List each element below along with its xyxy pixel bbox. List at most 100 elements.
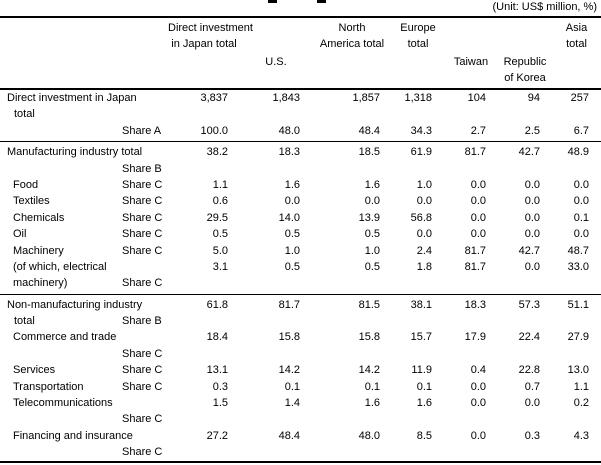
value-cell: 33.0: [567, 260, 589, 273]
value-cell: 38.1: [410, 298, 432, 311]
value-cell: 1.6: [364, 397, 380, 410]
section-divider: [0, 293, 601, 295]
value-cell: 0.0: [573, 228, 589, 241]
share-label: Share C: [122, 347, 163, 360]
row-label: Oil: [13, 228, 27, 241]
value-cell: 2.5: [524, 124, 540, 137]
value-cell: 81.7: [464, 146, 486, 159]
value-cell: 0.0: [573, 195, 589, 208]
value-cell: 29.5: [206, 211, 228, 224]
value-cell: 0.0: [470, 228, 486, 241]
value-cell: 0.0: [524, 260, 540, 273]
value-cell: 8.5: [416, 429, 432, 442]
table-row: Oil Share C 0.5 0.5 0.5 0.0 0.0 0.0 0.0: [0, 226, 601, 242]
value-cell: 94: [527, 92, 540, 104]
row-label: Commerce and trade: [13, 331, 117, 344]
value-cell: 0.7: [524, 380, 540, 393]
value-cell: 0.5: [364, 260, 380, 273]
value-cell: 100.0: [200, 124, 228, 137]
share-label: Share C: [122, 364, 163, 377]
row-label: total: [14, 108, 35, 121]
value-cell: 0.0: [524, 178, 540, 191]
col-header-republic-of-korea: Republic of Korea: [503, 56, 547, 84]
value-cell: 15.7: [410, 331, 432, 344]
table-row: (of which, electrical machinery) Share C 3.…: [0, 259, 601, 292]
value-cell: 56.8: [410, 211, 432, 224]
table-row: Telecommunications Share C 1.5 1.4 1.6 1.6 0.0…: [0, 395, 601, 428]
value-cell: 61.9: [410, 146, 432, 159]
value-cell: 18.3: [278, 146, 300, 159]
value-cell: 14.0: [278, 211, 300, 224]
value-cell: 27.9: [567, 331, 589, 344]
value-cell: 1.1: [212, 178, 228, 191]
value-cell: 42.7: [518, 244, 540, 257]
value-cell: 1,843: [272, 92, 300, 104]
value-cell: 14.2: [278, 364, 300, 377]
value-cell: 1.0: [284, 244, 300, 257]
value-cell: 0.6: [212, 195, 228, 208]
row-label: (of which, electrical: [13, 260, 107, 273]
value-cell: 0.5: [364, 228, 380, 241]
row-label: Textiles: [13, 195, 50, 208]
value-cell: 18.3: [464, 298, 486, 311]
value-cell: 0.0: [470, 178, 486, 191]
table-row: Manufacturing industry total Share B 38.2 1…: [0, 144, 601, 177]
value-cell: 15.8: [358, 331, 380, 344]
value-cell: 1.0: [364, 244, 380, 257]
value-cell: 1.6: [364, 178, 380, 191]
value-cell: 0.0: [524, 195, 540, 208]
cropped-title-fragment: [268, 0, 277, 3]
col-header-north-america-total: North America total: [319, 22, 385, 50]
value-cell: 1.4: [284, 397, 300, 410]
value-cell: 1,318: [404, 92, 432, 104]
value-cell: 1.1: [573, 380, 589, 393]
value-cell: 48.7: [567, 244, 589, 257]
value-cell: 48.4: [278, 429, 300, 442]
value-cell: 0.0: [524, 228, 540, 241]
value-cell: 0.3: [212, 380, 228, 393]
table-row: Share A 100.0 48.0 48.4 34.3 2.7 2.5 6.7: [0, 123, 601, 139]
row-label: Transportation: [13, 380, 84, 393]
value-cell: 6.7: [573, 124, 589, 137]
row-label: Telecommunications: [13, 397, 113, 410]
value-cell: 61.8: [206, 298, 228, 311]
value-cell: 104: [467, 92, 486, 104]
value-cell: 0.4: [470, 364, 486, 377]
value-cell: 1.6: [284, 178, 300, 191]
unit-note: (Unit: US$ million, %): [492, 1, 597, 13]
cropped-title-fragment: [317, 0, 326, 3]
value-cell: 0.0: [470, 211, 486, 224]
row-label: total: [14, 315, 35, 328]
value-cell: 3,837: [200, 92, 228, 104]
col-header-taiwan: Taiwan: [453, 56, 489, 68]
value-cell: 81.7: [464, 244, 486, 257]
value-cell: 42.7: [518, 146, 540, 159]
row-label: Services: [13, 364, 56, 377]
value-cell: 257: [570, 92, 589, 104]
value-cell: 13.1: [206, 364, 228, 377]
value-cell: 81.5: [358, 298, 380, 311]
value-cell: 1.6: [416, 397, 432, 410]
value-cell: 22.4: [518, 331, 540, 344]
share-label: Share B: [122, 315, 162, 328]
share-label: Share C: [122, 178, 163, 191]
value-cell: 51.1: [567, 298, 589, 311]
value-cell: 0.0: [470, 380, 486, 393]
value-cell: 57.3: [518, 298, 540, 311]
value-cell: 34.3: [410, 124, 432, 137]
value-cell: 14.2: [358, 364, 380, 377]
value-cell: 0.1: [573, 211, 589, 224]
value-cell: 0.0: [524, 397, 540, 410]
value-cell: 0.0: [470, 429, 486, 442]
value-cell: 4.3: [573, 429, 589, 442]
share-label: Share C: [122, 211, 163, 224]
value-cell: 81.7: [464, 260, 486, 273]
value-cell: 22.8: [518, 364, 540, 377]
value-cell: 15.8: [278, 331, 300, 344]
share-label: Share C: [122, 380, 163, 393]
value-cell: 13.0: [567, 364, 589, 377]
table-row: Transportation Share C 0.3 0.1 0.1 0.1 0.0 0.7 1…: [0, 379, 601, 395]
value-cell: 0.0: [284, 195, 300, 208]
value-cell: 0.0: [470, 397, 486, 410]
row-label: Manufacturing industry total: [7, 146, 143, 159]
